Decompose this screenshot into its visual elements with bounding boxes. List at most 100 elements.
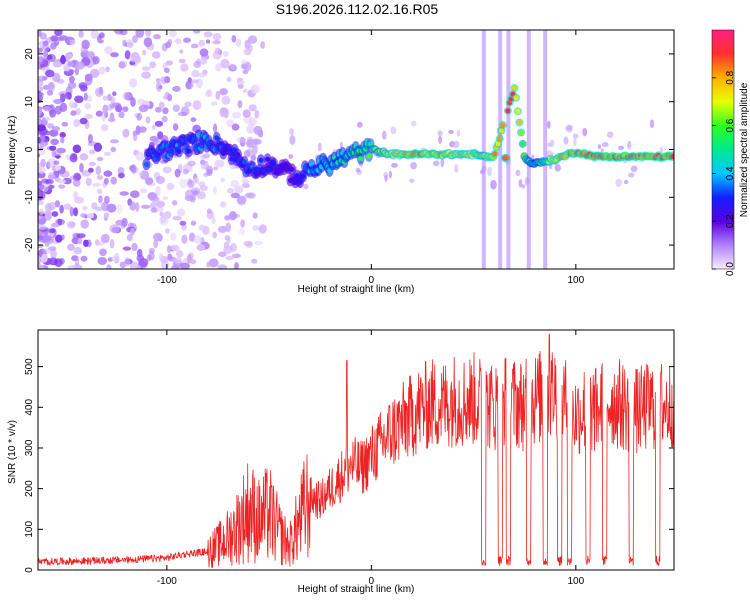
spectrogram-cell — [162, 196, 168, 201]
spectrogram-cell — [180, 262, 190, 269]
snr-frame — [37, 329, 675, 571]
spectrogram-cell — [251, 258, 258, 264]
spectrogram-cell — [190, 117, 197, 122]
spectrogram-cell — [411, 120, 417, 127]
spectrogram-cell — [38, 235, 44, 240]
spectrogram-cell — [80, 213, 86, 218]
spectrogram-cell — [53, 160, 60, 166]
spectrogram-cell — [206, 208, 212, 214]
spectrogram-cell — [118, 172, 125, 179]
spectrogram-cell — [45, 178, 54, 185]
spectrogram-cell — [50, 222, 60, 228]
spectrogram-cell — [131, 242, 138, 252]
spectrogram-cell — [202, 225, 210, 235]
spectrogram-cell — [242, 109, 251, 118]
spectrogram-cell — [190, 187, 201, 195]
spectrogram-cell — [52, 126, 60, 132]
spectrogram-cell — [60, 136, 65, 144]
spectrogram-cell — [95, 110, 104, 117]
spectrogram-cell — [67, 243, 75, 251]
spectrogram-cell — [240, 219, 245, 228]
spectrogram-cell — [38, 56, 45, 65]
spectrogram-cell — [103, 177, 109, 185]
spectrogram-cell — [225, 222, 232, 233]
spectrogram-cell — [112, 91, 117, 96]
spectrogram-ytick-label: 10 — [24, 96, 35, 108]
spectrogram-cell — [46, 54, 53, 60]
spectrogram-cell — [214, 47, 221, 55]
spectrogram-cell — [215, 63, 222, 72]
spectrogram-cell — [86, 95, 93, 103]
spectrogram-cell — [168, 30, 177, 38]
spectrogram-cell — [98, 66, 106, 75]
spectrogram-cell — [42, 234, 52, 242]
spectrogram-cell — [122, 92, 131, 101]
spectrogram-cell — [176, 208, 186, 217]
spectrogram-cell — [192, 100, 202, 111]
spectrogram-cell — [215, 90, 221, 100]
spectrogram-cell — [146, 254, 152, 262]
spectrogram-cell — [145, 116, 151, 124]
spectrogram-cell — [164, 67, 170, 74]
spectrogram-cell — [572, 133, 579, 139]
spectrogram-cell — [119, 191, 129, 196]
spectrogram-cell — [165, 60, 173, 66]
spectrogram-cell — [196, 243, 206, 252]
spectrogram-cell — [171, 200, 178, 206]
spectrogram-cell — [114, 252, 120, 261]
spectrogram-cell — [91, 202, 98, 210]
spectrogram-cell — [167, 39, 173, 45]
spectrogram-cell — [153, 239, 159, 249]
spectrogram-cell — [607, 131, 614, 138]
ridge-core — [327, 168, 333, 174]
ridge-core — [500, 122, 506, 128]
spectrogram-cell — [75, 108, 81, 116]
snr-series-line — [38, 333, 674, 568]
spectrogram-cell — [546, 120, 551, 129]
spectrogram-streak — [526, 30, 531, 269]
spectrogram-cell — [174, 38, 182, 45]
spectrogram-cell — [289, 135, 296, 145]
spectrogram-cell — [518, 179, 523, 188]
spectrogram-cell — [158, 253, 164, 261]
spectrogram-cell — [129, 52, 139, 63]
spectrogram-cell — [243, 150, 251, 158]
spectrogram-cell — [203, 172, 209, 177]
spectrogram-cell — [247, 35, 258, 44]
spectrogram-cell — [84, 73, 93, 82]
spectrogram-cell — [339, 141, 343, 149]
spectrogram-cell — [42, 105, 52, 112]
spectrogram-cell — [90, 68, 100, 78]
spectrogram-cell — [59, 204, 64, 214]
spectrogram-cell — [221, 95, 231, 105]
spectrogram-cell — [85, 177, 93, 186]
spectrogram-cell — [208, 258, 219, 268]
spectrogram-cell — [193, 235, 202, 244]
spectrogram-cell — [158, 101, 165, 109]
spectrogram-cell — [73, 207, 79, 217]
spectrogram-cell — [88, 167, 94, 173]
spectrogram-noise — [38, 30, 674, 269]
spectrogram-cell — [160, 76, 169, 84]
spectrogram-cell — [206, 89, 212, 97]
spectrogram-cell — [46, 89, 54, 96]
spectrogram-cell — [92, 56, 100, 65]
spectrogram-cell — [172, 123, 179, 131]
spectrogram-cell — [248, 104, 257, 112]
spectrogram-cell — [355, 167, 361, 173]
spectrogram-cell — [106, 203, 117, 213]
ridge-core — [271, 161, 277, 167]
spectrogram-cell — [171, 264, 180, 269]
spectrogram-cell — [106, 93, 112, 102]
snr-ytick-label: 200 — [24, 480, 35, 497]
spectrogram-cell — [177, 111, 188, 117]
spectrogram-cell — [166, 245, 172, 254]
spectrogram-cell — [49, 145, 57, 151]
spectrogram-cell — [196, 191, 206, 200]
spectrogram-cell — [257, 130, 263, 138]
spectrogram-cell — [38, 264, 44, 269]
spectrogram-cell — [200, 57, 208, 65]
spectrogram-cell — [241, 178, 250, 184]
spectrogram-cell — [166, 182, 175, 191]
